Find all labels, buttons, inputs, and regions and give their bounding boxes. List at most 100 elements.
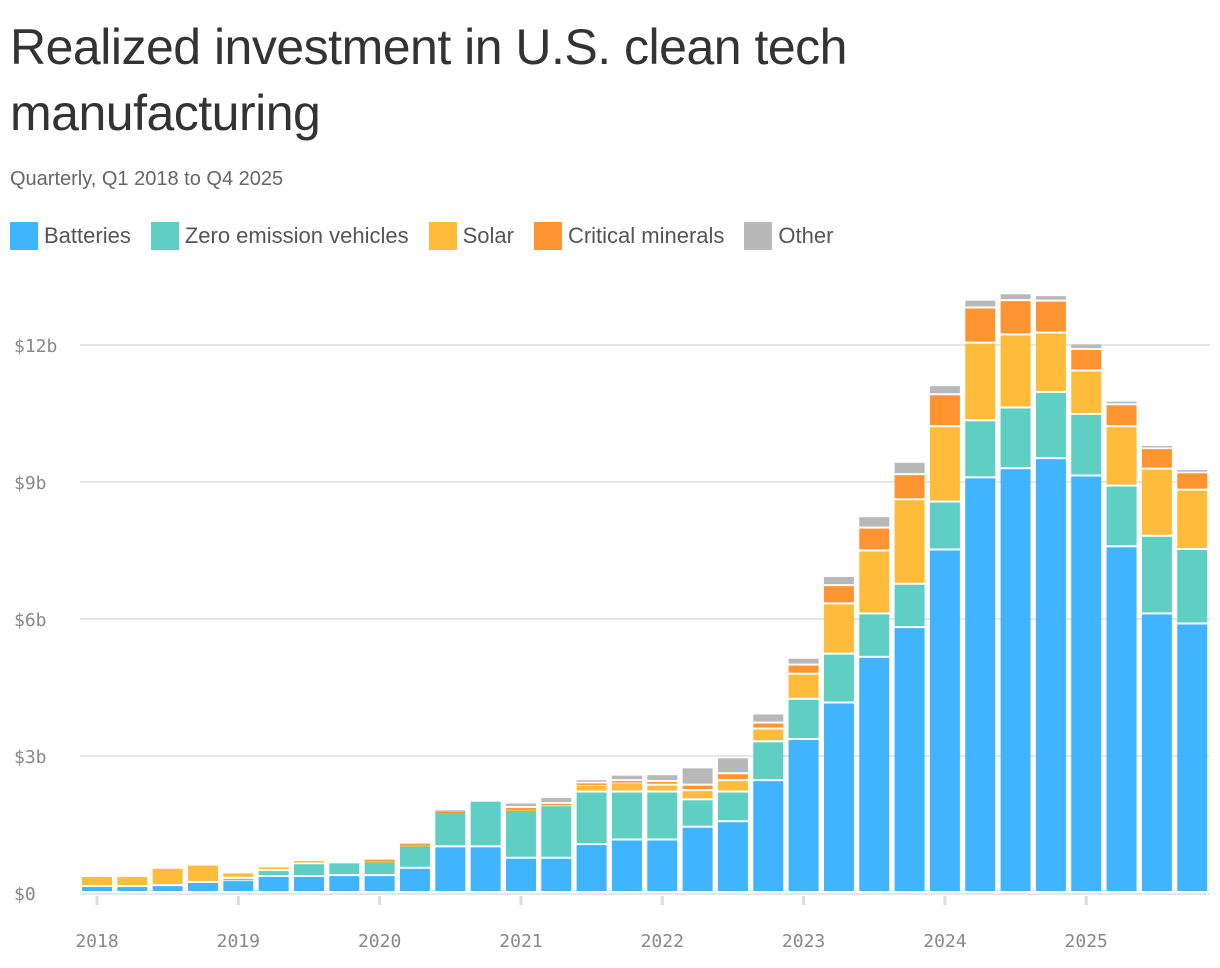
bar-segment-critical-minerals <box>682 785 713 790</box>
bar-segment-zero-emission-vehicles <box>647 792 678 839</box>
bar-segment-solar <box>258 867 289 870</box>
bar-segment-other <box>965 300 996 307</box>
legend-swatch <box>10 222 38 250</box>
bar-segment-zero-emission-vehicles <box>258 871 289 876</box>
bar-segment-zero-emission-vehicles <box>929 502 960 549</box>
bar-segment-batteries <box>788 740 819 891</box>
bar-segment-other <box>753 714 784 722</box>
bar-segment-zero-emission-vehicles <box>894 584 925 627</box>
legend-label: Other <box>778 223 834 248</box>
bar-segment-critical-minerals <box>364 859 395 862</box>
bar-segment-batteries <box>117 887 148 891</box>
bar-segment-solar <box>1035 333 1066 391</box>
bar-segment-zero-emission-vehicles <box>293 864 324 876</box>
bar-segment-other <box>505 803 536 807</box>
x-tick-label: 2020 <box>358 931 401 952</box>
bar-segment-batteries <box>1035 459 1066 891</box>
bar-segment-other <box>1141 445 1172 448</box>
bar-segment-solar <box>576 785 607 791</box>
legend-swatch <box>744 222 773 250</box>
bar-segment-batteries <box>541 858 572 891</box>
legend-item-other: Other <box>744 222 833 250</box>
bar-segment-zero-emission-vehicles <box>859 614 890 656</box>
bar-segment-batteries <box>1071 476 1102 891</box>
bar-segment-batteries <box>682 827 713 891</box>
bar-segment-critical-minerals <box>505 808 536 810</box>
bar-segment-critical-minerals <box>859 528 890 550</box>
x-tick-label: 2021 <box>499 931 542 952</box>
bar-segment-zero-emission-vehicles <box>541 806 572 857</box>
bar-segment-batteries <box>470 847 501 891</box>
bar-segment-batteries <box>82 887 112 891</box>
y-tick-label: $6b <box>14 610 47 631</box>
bar-segment-other <box>823 576 854 585</box>
bar-segment-zero-emission-vehicles <box>682 800 713 826</box>
bar-segment-solar <box>788 674 819 698</box>
bar-segment-zero-emission-vehicles <box>470 801 501 846</box>
y-tick-label: $12b <box>14 336 57 357</box>
bar-segment-critical-minerals <box>1177 473 1208 489</box>
bar-segment-critical-minerals <box>647 782 678 784</box>
legend-label: Zero emission vehicles <box>184 223 409 248</box>
bar-segment-batteries <box>505 858 536 891</box>
bar-segment-solar <box>647 785 678 791</box>
bar-segment-other <box>435 810 466 812</box>
bar-segment-batteries <box>576 845 607 891</box>
bar-segment-solar <box>82 877 112 886</box>
bar-segment-other <box>894 462 925 474</box>
bar-segment-solar <box>894 500 925 583</box>
bar-segment-other <box>647 775 678 781</box>
bar-segment-batteries <box>152 886 183 891</box>
legend-item-zero-emission-vehicles: Zero emission vehicles <box>150 222 409 250</box>
bar-segment-critical-minerals <box>823 586 854 603</box>
bar-segment-solar <box>1106 427 1137 485</box>
bar-segment-other <box>1071 344 1102 349</box>
bar-segment-zero-emission-vehicles <box>717 792 748 821</box>
bar-segment-batteries <box>1177 624 1208 891</box>
legend-label: Critical minerals <box>567 223 725 248</box>
bar-segment-solar <box>682 791 713 799</box>
bar-segment-solar <box>1177 490 1208 549</box>
bar-segment-batteries <box>1000 469 1031 891</box>
bar-segment-other <box>1177 470 1208 472</box>
bar-segment-batteries <box>329 876 360 891</box>
bar-segment-batteries <box>859 657 890 891</box>
bar-segment-critical-minerals <box>788 665 819 673</box>
chart-subtitle: Quarterly, Q1 2018 to Q4 2025 <box>10 168 284 190</box>
bar-segment-batteries <box>611 840 642 891</box>
bar-segment-batteries <box>929 550 960 891</box>
bar-segment-zero-emission-vehicles <box>1177 550 1208 623</box>
legend: Batteries Zero emission vehicles Solar Crit… <box>10 222 833 250</box>
bar-segment-solar <box>717 781 748 791</box>
bar-segment-batteries <box>647 840 678 891</box>
bar-segment-solar <box>187 865 218 881</box>
bar-segment-zero-emission-vehicles <box>788 699 819 739</box>
bar-segment-batteries <box>258 877 289 891</box>
legend-item-batteries: Batteries <box>10 222 131 250</box>
bar-segment-solar <box>859 551 890 613</box>
y-tick-label: $3b <box>14 747 47 768</box>
bar-segment-solar <box>152 868 183 885</box>
bar-segment-critical-minerals <box>1035 301 1066 332</box>
bar-segment-other <box>1035 296 1066 300</box>
bar-segment-critical-minerals <box>717 774 748 780</box>
legend-label: Batteries <box>44 223 131 248</box>
bar-segment-solar <box>117 877 148 886</box>
bar-segment-zero-emission-vehicles <box>399 845 430 867</box>
x-tick-label: 2024 <box>923 931 966 952</box>
bar-segment-critical-minerals <box>1000 301 1031 334</box>
bar-segment-solar <box>611 783 642 791</box>
bar-segment-solar <box>1071 371 1102 413</box>
x-tick-label: 2025 <box>1065 931 1108 952</box>
bar-segment-zero-emission-vehicles <box>611 792 642 839</box>
bar-segment-batteries <box>1106 547 1137 891</box>
x-tick-label: 2022 <box>641 931 684 952</box>
bar-segment-batteries <box>823 703 854 891</box>
bar-segment-batteries <box>1141 614 1172 891</box>
y-tick-label: $0 <box>14 884 36 905</box>
x-tick-label: 2018 <box>75 931 118 952</box>
legend-swatch <box>533 222 562 250</box>
bar-segment-solar <box>399 845 430 847</box>
bar-segment-solar <box>293 861 324 863</box>
